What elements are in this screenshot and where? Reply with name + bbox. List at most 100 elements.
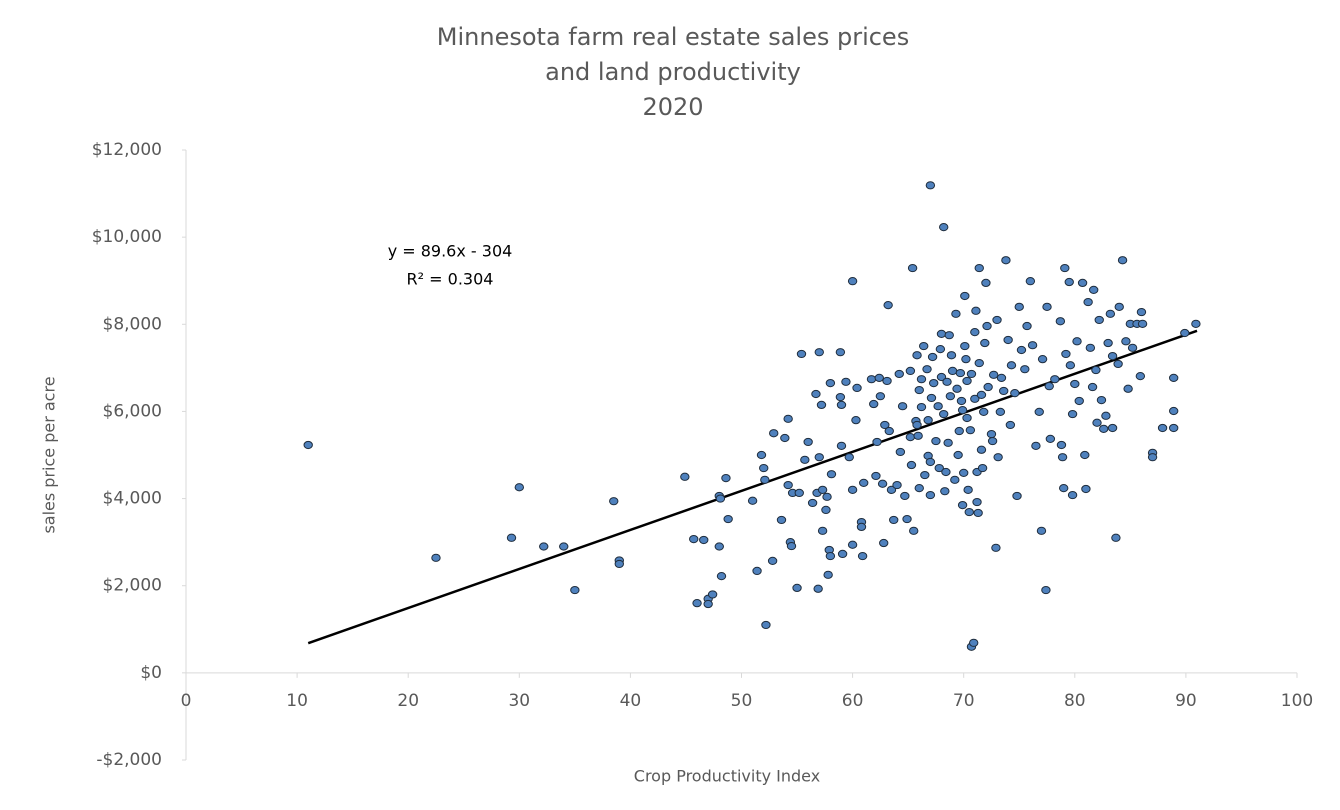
data-point xyxy=(907,263,918,273)
data-point xyxy=(1034,407,1044,416)
data-point xyxy=(1077,278,1088,287)
data-point xyxy=(995,407,1006,416)
data-point xyxy=(964,507,974,517)
data-point xyxy=(869,399,879,409)
data-point xyxy=(945,392,956,401)
data-point xyxy=(514,483,524,492)
data-point xyxy=(970,328,980,337)
data-point xyxy=(971,306,981,315)
data-point xyxy=(769,429,779,438)
data-point xyxy=(841,377,851,386)
data-point xyxy=(1055,317,1066,326)
data-point xyxy=(783,480,793,490)
y-tick-label: $0 xyxy=(140,663,162,683)
y-tick-label: $10,000 xyxy=(92,227,162,247)
data-point xyxy=(1072,337,1082,346)
data-point xyxy=(817,526,828,535)
data-point xyxy=(889,515,899,525)
data-point xyxy=(752,566,762,576)
data-point xyxy=(851,416,861,425)
data-point xyxy=(913,431,923,440)
data-point xyxy=(1092,418,1102,427)
x-tick-label: 40 xyxy=(620,691,642,711)
data-point xyxy=(931,436,941,446)
data-point xyxy=(303,440,313,450)
data-point xyxy=(935,345,946,354)
data-point xyxy=(823,570,833,579)
data-point xyxy=(993,453,1003,462)
data-point xyxy=(991,543,1001,552)
data-point xyxy=(1014,302,1024,311)
data-point xyxy=(1136,307,1147,317)
data-point xyxy=(723,514,733,524)
data-point xyxy=(837,549,848,559)
data-point xyxy=(950,475,960,484)
data-point xyxy=(916,402,927,412)
data-point xyxy=(1074,396,1084,406)
y-tick-label: -$2,000 xyxy=(96,750,162,770)
data-point xyxy=(857,551,868,561)
data-point xyxy=(721,473,731,483)
data-point xyxy=(905,366,916,376)
data-point xyxy=(707,590,718,599)
data-point xyxy=(689,534,699,544)
data-point xyxy=(747,496,758,505)
data-point xyxy=(1168,406,1179,416)
data-point xyxy=(919,341,929,351)
data-point xyxy=(872,437,882,447)
data-point xyxy=(986,429,997,439)
data-point xyxy=(1088,285,1099,294)
data-point xyxy=(559,542,569,551)
data-point xyxy=(959,468,969,477)
data-point xyxy=(927,352,938,362)
data-point xyxy=(1168,373,1179,382)
data-point xyxy=(1027,341,1038,350)
data-point xyxy=(912,351,922,360)
data-point xyxy=(1057,453,1068,462)
data-point xyxy=(886,485,897,494)
data-point xyxy=(680,472,690,481)
data-point xyxy=(977,463,988,473)
data-point xyxy=(1060,263,1070,273)
data-point xyxy=(1137,319,1148,328)
data-point xyxy=(1010,389,1020,398)
data-point xyxy=(925,457,936,467)
data-point xyxy=(756,450,767,460)
data-point xyxy=(816,400,827,409)
data-point xyxy=(836,441,847,450)
data-point xyxy=(800,455,810,464)
data-point xyxy=(1025,277,1036,286)
data-point xyxy=(1103,338,1113,348)
data-point xyxy=(1081,484,1091,494)
data-point xyxy=(1147,453,1158,462)
data-point xyxy=(974,358,984,368)
data-point xyxy=(1037,355,1048,364)
x-tick-label: 90 xyxy=(1175,691,1197,711)
data-point xyxy=(892,480,902,490)
y-axis-title: sales price per acre xyxy=(40,376,59,533)
data-point xyxy=(970,394,980,403)
data-point xyxy=(942,377,952,386)
data-point xyxy=(1157,423,1168,433)
data-point xyxy=(895,447,906,457)
data-point xyxy=(875,392,886,401)
data-point xyxy=(814,348,824,357)
data-point xyxy=(1003,335,1013,345)
data-point xyxy=(982,321,992,331)
data-point xyxy=(884,426,894,436)
data-point xyxy=(926,393,937,403)
data-point xyxy=(934,463,944,473)
data-point xyxy=(960,291,970,301)
data-point xyxy=(929,379,939,388)
data-point xyxy=(897,402,908,411)
data-point xyxy=(1045,434,1056,443)
data-point xyxy=(871,471,881,481)
data-point xyxy=(1135,372,1146,381)
data-point xyxy=(1107,423,1118,433)
y-tick-label: $8,000 xyxy=(103,314,162,334)
data-point xyxy=(716,572,727,581)
data-point xyxy=(715,494,726,503)
data-point xyxy=(879,538,889,548)
data-point xyxy=(826,470,837,479)
